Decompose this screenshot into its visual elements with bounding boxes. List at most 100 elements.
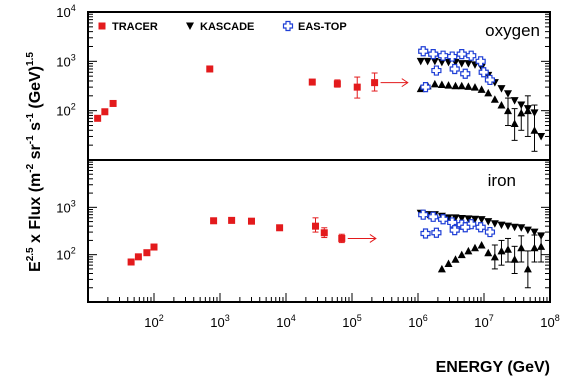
- data-point: [101, 108, 109, 116]
- data-point: [451, 255, 460, 263]
- data-point: [418, 209, 429, 220]
- data-point: [371, 79, 379, 87]
- data-point: [430, 79, 439, 88]
- data-point: [431, 65, 442, 76]
- data-point: [484, 218, 493, 226]
- data-point: [206, 65, 214, 73]
- data-point: [457, 250, 466, 259]
- data-point: [490, 95, 499, 103]
- data-marks: [94, 46, 546, 289]
- data-point: [423, 57, 432, 66]
- data-point: [503, 106, 512, 115]
- data-point: [282, 20, 294, 32]
- data-point: [477, 241, 486, 249]
- data-point: [333, 80, 341, 88]
- data-point: [464, 82, 473, 90]
- data-point: [437, 214, 449, 225]
- tick-labels: 102 103 104 105 106 107 108 102 103 104 102 103: [56, 3, 559, 330]
- legend-label: EAS-TOP: [298, 21, 347, 33]
- data-point: [444, 81, 453, 89]
- data-point: [537, 132, 546, 141]
- data-point: [464, 246, 473, 255]
- data-point: [497, 221, 506, 230]
- data-point: [466, 50, 477, 61]
- data-point: [418, 46, 429, 57]
- data-point: [143, 249, 151, 257]
- data-point: [276, 224, 284, 232]
- data-point: [470, 83, 479, 91]
- x-tick-label: 107: [474, 313, 493, 330]
- data-point: [431, 227, 442, 238]
- data-point: [247, 217, 255, 225]
- data-point: [449, 63, 460, 75]
- data-point: [457, 81, 466, 90]
- x-tick-label: 105: [342, 313, 361, 330]
- data-point: [490, 220, 499, 228]
- x-tick-label: 103: [210, 313, 229, 330]
- data-point: [530, 228, 539, 237]
- data-point: [484, 88, 493, 97]
- data-point: [517, 108, 526, 117]
- data-point: [530, 126, 539, 134]
- data-point: [517, 224, 526, 232]
- data-point: [444, 259, 453, 268]
- data-point: [510, 255, 519, 263]
- data-point: [428, 49, 439, 60]
- data-point: [475, 222, 486, 233]
- x-tick-label: 106: [408, 313, 427, 330]
- data-point: [510, 223, 519, 232]
- data-point: [490, 252, 499, 261]
- data-point: [477, 216, 486, 224]
- legend-label: KASCADE: [200, 21, 254, 33]
- data-point: [109, 99, 117, 107]
- data-point: [98, 22, 106, 30]
- data-point: [503, 245, 512, 253]
- data-point: [312, 222, 320, 230]
- data-point: [420, 228, 431, 239]
- data-point: [127, 258, 135, 266]
- data-point: [150, 243, 158, 251]
- data-point: [530, 243, 539, 252]
- data-point: [320, 229, 328, 237]
- data-point: [228, 216, 236, 224]
- data-point: [456, 49, 467, 60]
- x-tick-label: 108: [540, 313, 559, 330]
- data-point: [416, 57, 425, 66]
- data-point: [497, 85, 506, 93]
- data-point: [437, 80, 446, 88]
- y-tick-label: 103: [56, 52, 75, 69]
- axis-ticks: [87, 13, 550, 303]
- data-point: [460, 222, 471, 233]
- data-point: [510, 119, 519, 127]
- data-point: [523, 264, 532, 273]
- data-point: [437, 50, 449, 61]
- panel-label-iron: iron: [488, 171, 516, 190]
- data-point: [428, 211, 439, 222]
- data-point: [186, 22, 194, 30]
- data-point: [94, 114, 102, 122]
- data-point: [470, 215, 479, 224]
- data-point: [457, 215, 466, 223]
- data-point: [510, 97, 519, 105]
- y-tick-label: 103: [56, 198, 75, 215]
- data-point: [449, 225, 460, 236]
- panel-label-oxygen: oxygen: [485, 21, 540, 40]
- data-point: [523, 106, 532, 115]
- data-point: [503, 222, 512, 231]
- data-point: [430, 57, 439, 66]
- data-point: [523, 226, 532, 235]
- data-point: [457, 60, 466, 68]
- data-point: [503, 90, 512, 98]
- data-point: [477, 85, 486, 93]
- x-tick-label: 104: [276, 313, 295, 330]
- data-point: [484, 74, 496, 86]
- x-axis-title: ENERGY (GeV): [436, 359, 550, 376]
- x-tick-label: 102: [144, 313, 163, 330]
- data-point: [464, 215, 473, 223]
- data-point: [338, 234, 346, 242]
- data-point: [437, 264, 446, 273]
- data-point: [517, 243, 526, 252]
- data-point: [497, 101, 506, 109]
- data-point: [447, 51, 458, 62]
